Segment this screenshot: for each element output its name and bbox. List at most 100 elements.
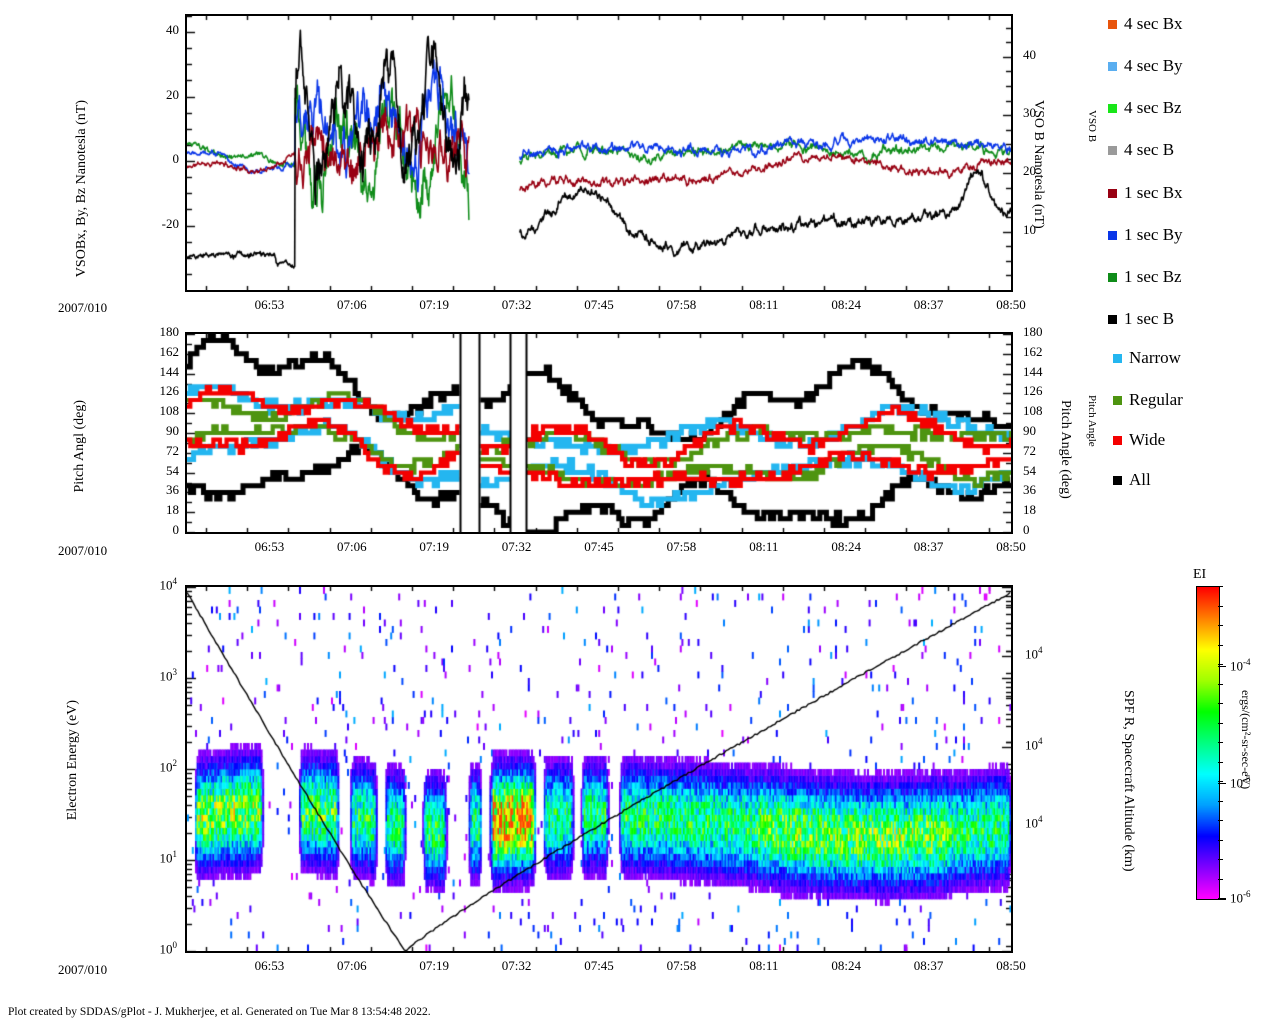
axis-tick-label: 07:06 <box>336 539 367 554</box>
colorbar-tick-label: 10-6 <box>1230 889 1251 906</box>
colorbar-minor-tick <box>1218 605 1223 607</box>
magnetic-left-axis-title: VSOBx, By, Bz Nanotesla (nT) <box>22 100 142 284</box>
axis-tick-label: 144 <box>1023 363 1043 379</box>
axis-tick-label: 104 <box>1025 814 1043 831</box>
colorbar-minor-tick <box>1218 839 1223 841</box>
axis-tick-label: 07:58 <box>666 539 697 554</box>
axis-tick-label: 07:32 <box>501 958 532 973</box>
legend-item-label: Narrow <box>1129 348 1181 367</box>
colorbar-tick <box>1218 782 1226 785</box>
footer-credit: Plot created by SDDAS/gPlot - J. Mukherj… <box>8 1006 431 1018</box>
legend-swatch-icon <box>1108 61 1117 71</box>
axis-tick-label: 144 <box>159 363 180 379</box>
axis-tick-label: 100 <box>159 940 178 957</box>
legend-item-label: All <box>1129 470 1151 489</box>
colorbar-tick-label: 10-4 <box>1230 656 1251 673</box>
axis-tick-label: 07:32 <box>501 297 532 312</box>
axis-tick-label: 20 <box>166 86 179 102</box>
legend-swatch-icon <box>1113 435 1122 445</box>
axis-tick-label: 08:37 <box>913 539 944 554</box>
axis-tick-label: 108 <box>1023 403 1043 419</box>
axis-tick-label: 08:24 <box>831 958 861 973</box>
axis-tick-label: 07:45 <box>584 958 614 973</box>
axis-tick-label: 07:58 <box>666 958 697 973</box>
legend-swatch-icon <box>1108 19 1117 29</box>
magnetic-left-axis-title-text: VSOBx, By, Bz Nanotesla (nT) <box>73 100 89 278</box>
pitch-right-axis-title: Pitch Angle (deg) <box>1055 400 1115 504</box>
legend-swatch-icon <box>1108 103 1117 113</box>
date-label-panel2: 2007/010 <box>58 543 108 558</box>
axis-tick-label: 08:24 <box>831 539 861 554</box>
colorbar-units-text: ergs/(cm²-sr-sec-eV) <box>1239 690 1254 790</box>
axis-tick-label: 07:58 <box>666 297 697 312</box>
axis-tick-label: 0 <box>172 151 180 167</box>
axis-tick-label: 08:37 <box>913 297 944 312</box>
date-label-panel3: 2007/010 <box>58 962 108 977</box>
legend-item-1-sec-by[interactable]: 1 sec By <box>1108 225 1183 245</box>
legend-item-regular[interactable]: Regular <box>1113 390 1183 410</box>
legend-swatch-icon <box>1113 395 1122 405</box>
axis-tick-label: 08:50 <box>996 297 1026 312</box>
axis-tick-label: 08:11 <box>749 958 779 973</box>
axis-tick-label: 10 <box>1023 221 1036 237</box>
legend-item-4-sec-b[interactable]: 4 sec B <box>1108 140 1174 160</box>
legend-item-label: 1 sec B <box>1124 309 1175 328</box>
axis-tick-label: 07:19 <box>419 958 449 973</box>
colorbar-units: ergs/(cm²-sr-sec-eV) <box>1238 690 1278 794</box>
legend-item-narrow[interactable]: Narrow <box>1113 348 1181 368</box>
axis-tick-label: 08:50 <box>996 958 1026 973</box>
legend-item-all[interactable]: All <box>1113 470 1151 490</box>
axis-tick-label: 08:50 <box>996 539 1026 554</box>
legend-swatch-icon <box>1108 230 1117 240</box>
colorbar-minor-tick <box>1218 742 1223 744</box>
axis-tick-label: 08:11 <box>749 297 779 312</box>
magnetic-right-axis-title-text: VSO B Nanotesla (nT) <box>1030 100 1046 229</box>
magnetic-field-canvas <box>187 16 1011 290</box>
legend-item-wide[interactable]: Wide <box>1113 430 1165 450</box>
axis-tick-label: 0 <box>172 522 180 537</box>
axis-tick-label: 20 <box>1023 163 1036 179</box>
pitch-left-axis-title: Pitch Angl (deg) <box>30 400 130 499</box>
axis-tick-label: 104 <box>1025 645 1043 662</box>
axis-tick-label: 07:19 <box>419 539 449 554</box>
colorbar-minor-tick <box>1218 664 1223 666</box>
legend-item-4-sec-by[interactable]: 4 sec By <box>1108 56 1183 76</box>
legend-swatch-icon <box>1108 188 1117 198</box>
axis-tick-label: 06:53 <box>254 297 285 312</box>
axis-tick-label: 0 <box>1023 522 1030 537</box>
axis-tick-label: 54 <box>166 462 179 478</box>
legend-swatch-icon <box>1113 353 1122 363</box>
legend-item-1-sec-bz[interactable]: 1 sec Bz <box>1108 267 1182 287</box>
axis-tick-label: 18 <box>1023 502 1036 518</box>
axis-tick-label: 90 <box>166 423 179 438</box>
legend-item-4-sec-bz[interactable]: 4 sec Bz <box>1108 98 1182 118</box>
axis-tick-label: 104 <box>159 576 178 593</box>
axis-tick-label: 54 <box>1023 462 1036 478</box>
axis-tick-label: 162 <box>159 343 180 359</box>
legend-item-4-sec-bx[interactable]: 4 sec Bx <box>1108 14 1183 34</box>
colorbar-minor-tick <box>1218 644 1223 646</box>
axis-tick-label: 18 <box>166 502 179 518</box>
axis-tick-label: 180 <box>159 324 180 339</box>
legend-item-1-sec-bx[interactable]: 1 sec Bx <box>1108 183 1183 203</box>
axis-tick-label: 06:53 <box>254 958 285 973</box>
axis-tick-label: 126 <box>1023 383 1043 399</box>
colorbar-minor-tick <box>1218 781 1223 783</box>
colorbar-minor-tick <box>1218 683 1223 685</box>
legend-item-label: 4 sec Bx <box>1124 14 1183 33</box>
axis-tick-label: 07:06 <box>336 297 367 312</box>
legend-item-1-sec-b[interactable]: 1 sec B <box>1108 309 1174 329</box>
axis-tick-label: 72 <box>1023 442 1036 458</box>
colorbar-minor-tick <box>1218 586 1223 588</box>
pitch-angle-canvas <box>187 334 1011 532</box>
axis-tick-label: 07:32 <box>501 539 532 554</box>
legend-group-pitch-label: Pitch Angle <box>1086 395 1098 447</box>
axis-tick-label: 06:53 <box>254 539 285 554</box>
axis-tick-label: 08:24 <box>831 297 861 312</box>
legend-item-label: Wide <box>1129 430 1166 449</box>
axis-tick-label: 103 <box>159 667 178 684</box>
axis-tick-label: 126 <box>159 383 180 399</box>
colorbar-minor-tick <box>1218 703 1223 705</box>
colorbar-minor-tick <box>1218 800 1223 802</box>
axis-tick-label: 07:19 <box>419 297 449 312</box>
